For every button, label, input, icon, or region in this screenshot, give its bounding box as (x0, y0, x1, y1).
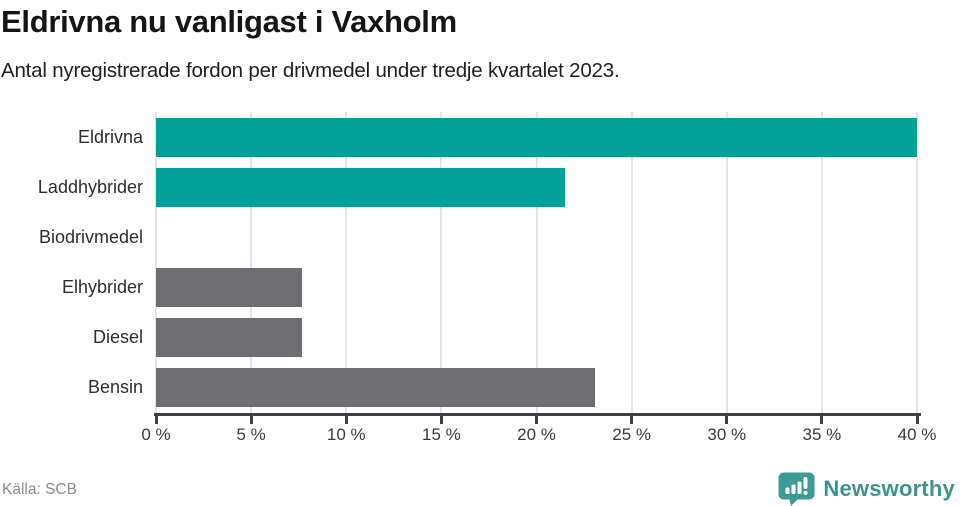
bar (156, 167, 566, 207)
tick-label: 40 % (897, 425, 937, 444)
chart-title: Eldrivna nu vanligast i Vaxholm (1, 4, 457, 39)
gridline (155, 112, 157, 413)
category-label: Diesel (92, 327, 143, 348)
tick-label: 5 % (236, 425, 266, 444)
tick-mark (820, 416, 824, 424)
tick-mark (154, 416, 158, 424)
category-label: Biodrivmedel (38, 226, 143, 247)
tick-mark (344, 416, 348, 424)
tick-mark (249, 416, 253, 424)
tick-label: 35 % (802, 425, 842, 444)
gridline (440, 112, 443, 413)
category-label: Bensin (87, 377, 143, 398)
bar-row (156, 363, 917, 413)
gridline (345, 112, 348, 413)
tick-label: 30 % (707, 425, 747, 444)
newsworthy-wordmark: Newsworthy (823, 476, 955, 501)
gridline (630, 112, 633, 413)
bar-rows (156, 112, 917, 413)
tick-label: 10 % (326, 425, 366, 444)
gridline (535, 112, 538, 413)
bar (156, 268, 303, 308)
tick-mark (439, 416, 443, 424)
gridline (820, 112, 823, 413)
bar (156, 117, 917, 157)
chart-subtitle: Antal nyregistrerade fordon per drivmede… (1, 59, 620, 82)
x-axis-tick-labels: 0 % 5 % 10 % 15 % 20 % 25 % 30 % 35 % 40 % (141, 424, 936, 446)
gridline (250, 112, 253, 413)
bar-row (156, 313, 917, 363)
tick-mark (630, 416, 634, 424)
category-label: Elhybrider (61, 277, 143, 298)
bar-row (156, 162, 917, 212)
category-label: Eldrivna (77, 126, 143, 147)
bar (156, 318, 303, 358)
gridline (916, 112, 918, 413)
tick-mark (725, 416, 729, 424)
tick-label: 0 % (141, 425, 171, 444)
tick-label: 25 % (612, 425, 651, 444)
category-labels: Eldrivna Laddhybrider Biodrivmedel Elhybrid… (0, 112, 143, 413)
bar (156, 368, 596, 408)
category-label: Laddhybrider (37, 176, 143, 197)
bar-chart-plot-area (155, 112, 918, 413)
gridline (725, 112, 728, 413)
x-axis-line (154, 413, 921, 416)
bar-row (156, 212, 917, 262)
tick-label: 20 % (517, 425, 556, 444)
tick-mark (915, 416, 919, 424)
bar-row (156, 263, 917, 313)
newsworthy-logo: Newsworthy (778, 472, 955, 506)
newsworthy-speech-bubble-chart-icon (778, 472, 815, 506)
tick-mark (535, 416, 538, 424)
x-axis-ticks (154, 416, 919, 424)
source-note: Källa: SCB (2, 481, 77, 498)
bar-row (156, 112, 917, 162)
tick-label: 15 % (422, 425, 461, 444)
